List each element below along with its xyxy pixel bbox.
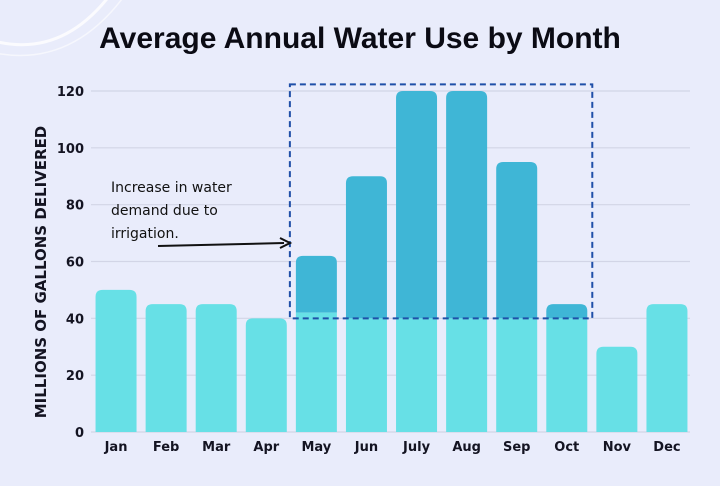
bar-base-jan: [95, 289, 137, 432]
x-tick-label: Jun: [354, 440, 378, 455]
annotation-line-2: demand due to: [111, 203, 218, 219]
bar-base-dec: [646, 304, 688, 432]
bar-base-apr: [245, 318, 287, 432]
bar-increase-oct: [546, 304, 588, 319]
bar-base-jun: [345, 318, 387, 432]
x-tick-label: Jan: [104, 440, 128, 455]
bar-increase-jun: [345, 176, 387, 319]
bar-base-july: [396, 318, 438, 432]
x-tick-label: July: [402, 440, 431, 455]
bar-increase-may: [295, 255, 337, 313]
x-tick-label: Aug: [452, 440, 481, 455]
y-tick-label: 40: [66, 312, 84, 327]
bar-base-may: [295, 312, 337, 432]
chart-title: Average Annual Water Use by Month: [99, 22, 621, 55]
x-tick-labels: Jan Feb Mar Apr May Jun July Aug Sep Oct Nov Dec: [104, 440, 681, 455]
x-tick-label: Oct: [554, 440, 579, 455]
decorative-arc: [0, 0, 108, 47]
x-tick-label: Feb: [153, 440, 179, 455]
y-tick-label: 0: [75, 426, 84, 441]
y-tick-labels: 0 20 40 60 80 100 120: [57, 85, 84, 441]
gridlines: [91, 90, 690, 433]
annotation-arrow: [157, 242, 285, 247]
decorative-arc-2: [0, 0, 123, 57]
annotation: Increase in water demand due to irrigati…: [111, 180, 293, 249]
y-axis-label: MILLIONS OF GALLONS DELIVERED: [32, 126, 50, 419]
bar-base-mar: [195, 304, 237, 432]
bar-base-nov: [596, 346, 638, 432]
x-tick-label: Mar: [202, 440, 231, 455]
x-tick-label: Dec: [653, 440, 680, 455]
bar-increase-july: [396, 91, 438, 319]
x-tick-label: Sep: [503, 440, 531, 455]
annotation-line-1: Increase in water: [111, 180, 232, 196]
highlight-box: [288, 83, 594, 320]
y-tick-label: 20: [66, 369, 84, 384]
bar-increase-sep: [496, 162, 538, 319]
bars: [95, 91, 688, 432]
bar-base-sep: [496, 318, 538, 432]
x-tick-label: May: [301, 440, 331, 455]
x-tick-label: Apr: [253, 440, 279, 455]
bar-base-feb: [145, 304, 187, 432]
y-tick-label: 120: [57, 85, 84, 100]
annotation-line-3: irrigation.: [111, 226, 179, 242]
bar-base-oct: [546, 318, 588, 432]
x-tick-label: Nov: [603, 440, 632, 455]
y-tick-label: 100: [57, 142, 84, 157]
y-tick-label: 80: [66, 199, 84, 214]
bar-base-aug: [446, 318, 488, 432]
bar-increase-aug: [446, 91, 488, 319]
y-tick-label: 60: [66, 256, 84, 271]
highlight-box-rect: [288, 83, 594, 320]
arrow-head-icon: [279, 237, 293, 249]
